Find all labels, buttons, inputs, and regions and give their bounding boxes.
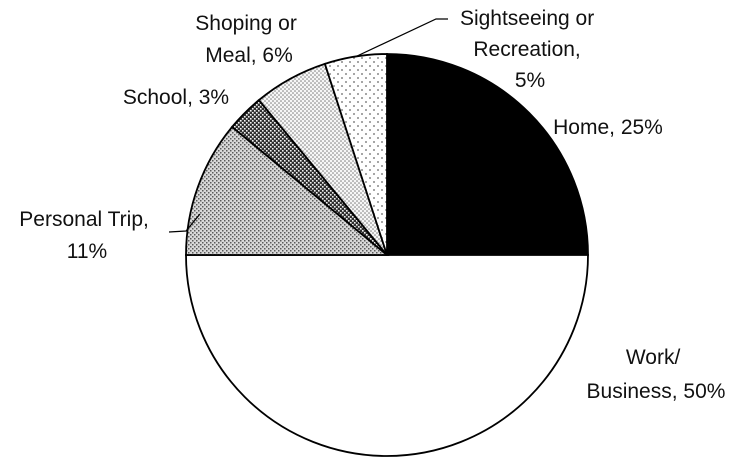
pie-slice-personal-trip: [185, 125, 390, 256]
pie-slice-work-business: [185, 254, 589, 457]
slice-label-work-business: Work/ Business, 50%: [587, 346, 726, 403]
label-leaders: [168, 18, 448, 233]
pie-slices: [185, 53, 589, 457]
slice-label-home: Home, 25%: [553, 116, 663, 139]
leader-line-personal-trip: [168, 213, 201, 233]
pie-labels: Home, 25% Work/ Business, 50% Personal T…: [19, 7, 725, 403]
pie-slice-home: [386, 53, 589, 256]
leader-line-sightseeing-or-recreation: [354, 18, 448, 58]
slice-label-shoping-or-meal: Shoping or Meal, 6%: [195, 12, 302, 67]
slice-label-personal-trip: Personal Trip, 11%: [19, 208, 154, 263]
slice-label-school: School, 3%: [123, 86, 229, 109]
slice-label-sightseeing-or-recreation: Sightseeing or Recreation, 5%: [460, 7, 600, 92]
